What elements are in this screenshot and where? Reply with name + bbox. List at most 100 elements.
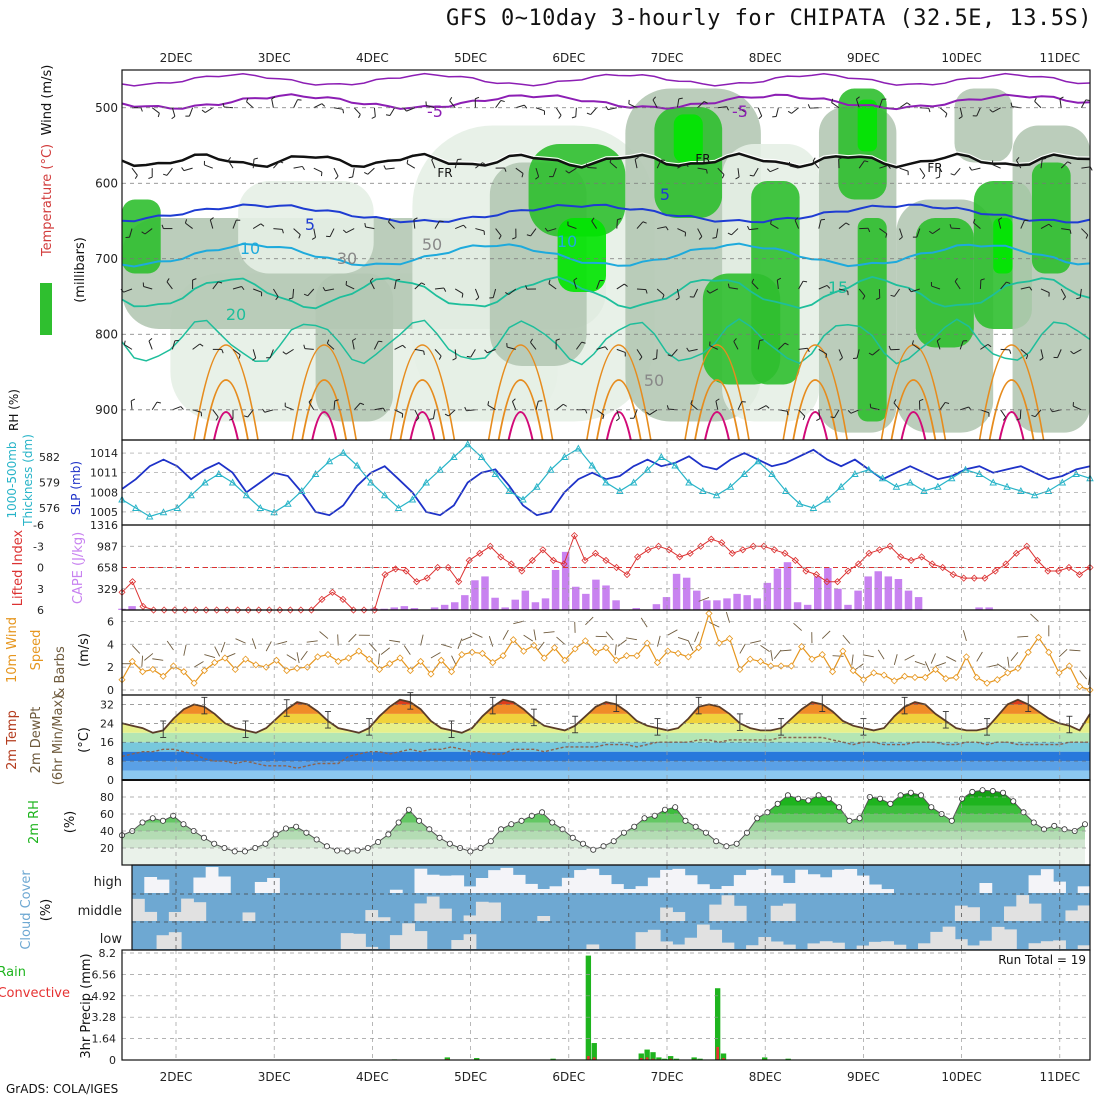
rh-marker: [159, 817, 166, 824]
cape-bar: [753, 598, 761, 610]
wind-barb-10m: [862, 654, 874, 658]
slp-tick-label: 1014: [90, 447, 118, 460]
rh-marker: [1000, 789, 1007, 796]
cloud-cell: [132, 898, 145, 921]
wind10-marker: [169, 662, 178, 670]
wind-barb: [530, 228, 537, 237]
thickness-marker: [560, 453, 569, 460]
lifted-index-marker: [402, 567, 410, 575]
cloud-cell: [205, 867, 219, 893]
rh-marker: [764, 809, 771, 816]
wind-barb-flag: [666, 405, 669, 410]
lifted-index-marker: [897, 553, 905, 561]
wind10-marker: [808, 655, 816, 663]
wind10-marker: [293, 664, 301, 672]
precip-convective-bar: [716, 1046, 719, 1060]
wind-barb: [693, 288, 699, 298]
wind-barb: [959, 340, 964, 350]
rh-marker: [539, 809, 546, 816]
wind-barb-flag: [685, 163, 689, 167]
wind-barb: [1040, 159, 1043, 169]
wind-barb-10m: [687, 640, 694, 652]
wind-barb-flag: [605, 105, 609, 110]
wind-barb-flag: [584, 409, 588, 414]
rh-marker: [641, 815, 648, 822]
precip-convective-bar: [722, 1058, 725, 1060]
wind-barb-flag: [747, 225, 750, 230]
rh-marker: [1010, 798, 1017, 805]
wind-barb: [171, 107, 176, 117]
wind-barb-10m: [924, 661, 931, 672]
wind-barb: [1000, 281, 1007, 290]
wind-barb: [677, 228, 686, 233]
wind-barb-flag: [530, 338, 534, 343]
wind-barb: [709, 345, 719, 350]
contour-label: FR: [695, 152, 710, 166]
wind-barb-flag: [759, 339, 764, 341]
wind-barb-flag: [573, 277, 578, 281]
wind-barb-10m: [251, 638, 257, 650]
wind-barb-flag: [201, 109, 206, 113]
upper-air-frame: [121, 69, 1091, 441]
wind-barb: [333, 107, 343, 110]
cloud-cell: [832, 942, 845, 949]
contour-label: FR: [437, 166, 452, 180]
wind10-marker: [952, 673, 960, 681]
warm-temp-contour: [311, 411, 338, 441]
cloud-cell: [709, 929, 723, 949]
precip-total-bar: [714, 988, 721, 1060]
precip-total-bar: [667, 1056, 674, 1060]
warm-temp-contour: [684, 344, 750, 441]
lifted-index-marker: [465, 556, 473, 564]
wind-barb: [1015, 160, 1022, 169]
wind-barb-10m: [441, 643, 452, 648]
cloud-axis-label: Cloud Cover: [19, 870, 34, 950]
lifted-index-marker: [823, 578, 831, 586]
rh-tick-label: 20: [100, 842, 114, 855]
cape-bar: [763, 582, 772, 610]
wind-barb-flag: [166, 278, 170, 283]
wind-barb-10m: [537, 641, 545, 652]
rh-marker: [364, 845, 371, 852]
wind10-marker: [1055, 669, 1063, 677]
thickness-marker: [878, 474, 887, 482]
wind10-marker: [334, 657, 342, 665]
cloud-cell: [586, 944, 600, 949]
pressure-tick-label: 600: [95, 176, 118, 190]
cloud-cell: [709, 889, 723, 893]
wind-barb: [775, 107, 779, 117]
cloud-cell: [463, 915, 477, 921]
wind-barb: [818, 285, 828, 290]
rh-marker: [303, 829, 310, 836]
lifted-index-marker: [255, 606, 263, 614]
wind-barb-flag: [936, 337, 941, 342]
wind-barb-flag: [945, 113, 948, 118]
cloud-cell: [439, 908, 452, 921]
wind-barb: [677, 163, 686, 169]
cloud-cell: [795, 869, 809, 893]
rh-marker: [897, 792, 904, 799]
thickness-marker: [892, 482, 901, 490]
wind-barb-10m: [617, 639, 627, 647]
lifted-index-marker: [644, 546, 652, 554]
wind-barb-flag: [735, 176, 740, 180]
lifted-index-marker: [1002, 560, 1010, 568]
wind-barb: [1080, 99, 1087, 108]
wind-barb: [697, 228, 703, 237]
pressure-axis-label: (millibars): [73, 237, 88, 303]
wind-barb: [1000, 409, 1007, 418]
cape-bar: [723, 598, 731, 610]
wind10-marker: [159, 672, 167, 680]
wind-barb-10m: [935, 662, 946, 667]
wind-barb-flag: [342, 229, 347, 234]
lifted-index-marker: [833, 578, 842, 586]
date-label-top: 3DEC: [258, 51, 291, 65]
run-total-label: Run Total = 19: [998, 953, 1086, 967]
wind-barb-flag: [382, 407, 386, 412]
wind-barb-flag: [1009, 349, 1012, 354]
warm-temp-contour: [291, 344, 357, 441]
precip-total-bar: [673, 1058, 680, 1060]
wind-barb: [636, 221, 644, 229]
wind10-marker: [468, 648, 476, 656]
wind-barb: [307, 288, 315, 297]
